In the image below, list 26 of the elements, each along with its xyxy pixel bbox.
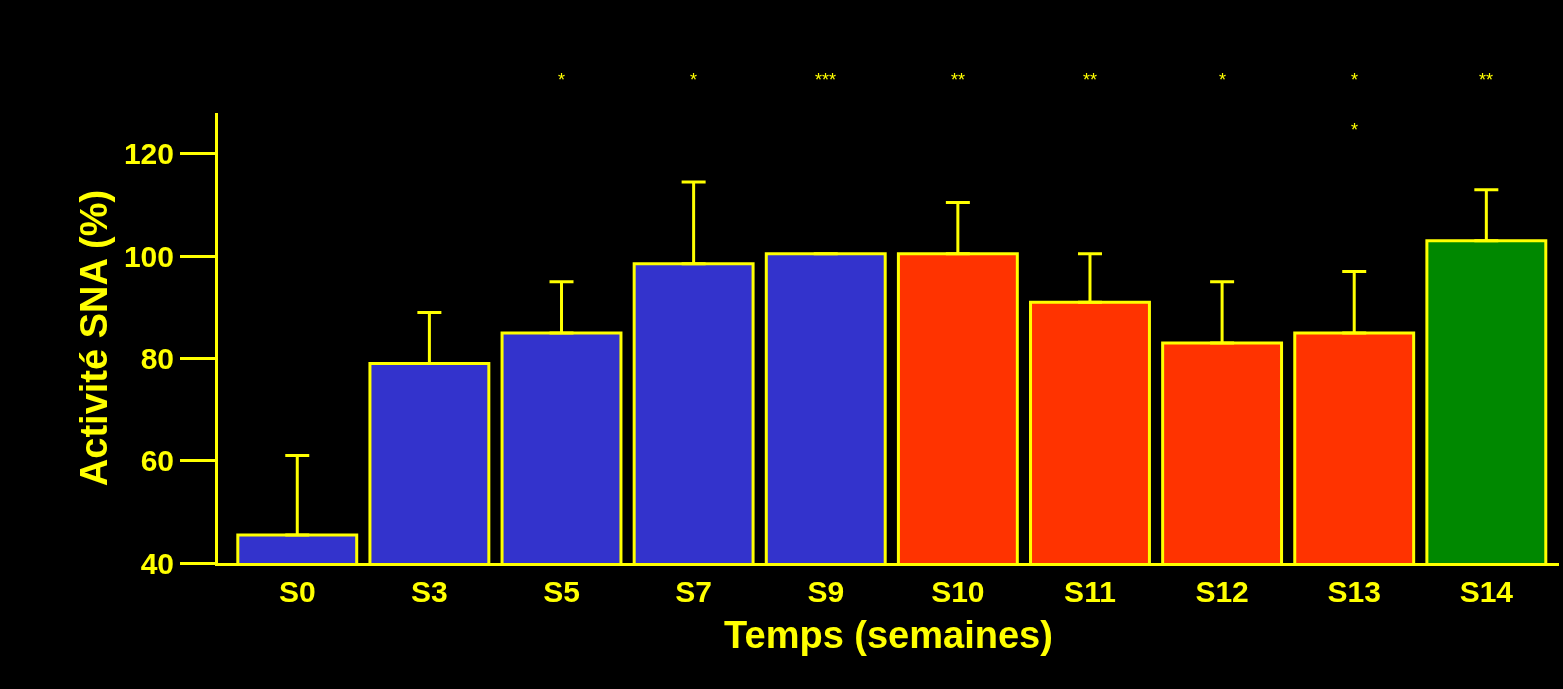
- x-tick-label: S0: [278, 575, 316, 608]
- x-tick-label: S11: [1064, 575, 1116, 608]
- x-tick-label: S14: [1459, 575, 1514, 608]
- annotation: *: [1351, 120, 1359, 140]
- text: *: [690, 70, 698, 90]
- y-tick-label: 60: [140, 444, 174, 478]
- y-tick-label: 100: [123, 239, 174, 273]
- x-tick-label: S3: [411, 575, 448, 608]
- text: **: [1479, 70, 1494, 90]
- text: *: [558, 70, 566, 90]
- y-axis-title: Activité SNA (%): [73, 189, 116, 487]
- y-tick-label: 120: [123, 137, 174, 171]
- x-tick-label: S9: [807, 575, 845, 608]
- x-tick-label: S5: [543, 575, 580, 608]
- x-tick-label: S12: [1195, 575, 1249, 608]
- x-tick-label: S13: [1327, 575, 1381, 608]
- x-axis-title: Temps (semaines): [724, 614, 1053, 657]
- text: *: [1351, 70, 1359, 90]
- y-tick-label: 40: [140, 546, 174, 580]
- text: **: [951, 70, 966, 90]
- text: *: [1219, 70, 1227, 90]
- text: ***: [815, 70, 837, 90]
- y-tick-label: 80: [140, 341, 174, 375]
- x-tick-label: S7: [675, 575, 712, 608]
- text: **: [1083, 70, 1098, 90]
- x-tick-label: S10: [931, 575, 985, 608]
